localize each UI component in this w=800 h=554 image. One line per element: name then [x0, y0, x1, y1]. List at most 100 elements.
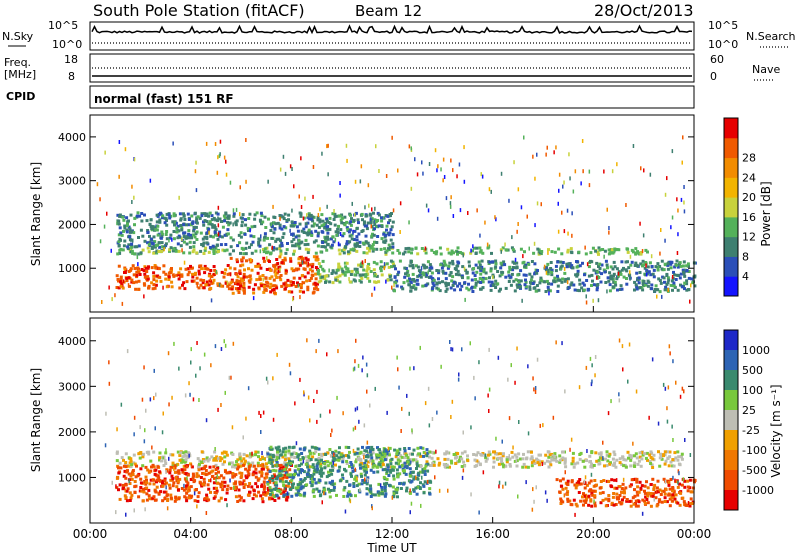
- data-cell-2021: [281, 215, 285, 219]
- data-cell-1856: [643, 484, 647, 488]
- sparse-echo-205: [682, 135, 684, 140]
- data-cell-868: [441, 264, 445, 268]
- data-cell-1575: [405, 486, 409, 490]
- sparse-echo-227: [588, 183, 591, 188]
- data-cell-1275: [494, 259, 498, 263]
- data-cell-420: [177, 277, 181, 281]
- data-cell-353: [130, 463, 134, 467]
- data-cell-905: [168, 471, 172, 475]
- data-cell-1860: [171, 220, 175, 224]
- data-cell-354: [502, 465, 506, 469]
- data-cell-1389: [611, 285, 615, 289]
- data-cell-369: [588, 454, 592, 458]
- sparse-echo-69: [104, 150, 106, 155]
- sparse-echo-141: [276, 352, 278, 357]
- data-cell-1895: [649, 483, 653, 486]
- data-cell-1323: [280, 469, 284, 473]
- data-cell-47: [383, 247, 387, 251]
- data-cell-1057: [189, 485, 193, 489]
- data-cell-1229: [499, 266, 503, 270]
- data-cell-580: [275, 271, 279, 275]
- data-cell-949: [169, 496, 173, 500]
- colorbar-segment-3: [724, 390, 738, 411]
- data-cell-439: [202, 279, 206, 282]
- data-cell-1794: [663, 492, 667, 496]
- sparse-echo-151: [383, 262, 386, 267]
- data-cell-1942: [249, 243, 253, 247]
- data-cell-1633: [268, 470, 272, 473]
- data-cell-867: [642, 284, 645, 288]
- data-cell-513: [414, 458, 418, 462]
- data-cell-775: [372, 268, 376, 272]
- data-cell-1391: [546, 285, 550, 289]
- data-cell-1280: [369, 453, 373, 457]
- data-cell-1248: [522, 260, 526, 264]
- data-cell-1007: [153, 472, 157, 476]
- data-cell-1414: [528, 287, 532, 291]
- data-cell-1109: [363, 462, 367, 465]
- data-cell-443: [572, 465, 576, 469]
- data-cell-689: [365, 269, 369, 273]
- data-cell-1310: [454, 268, 458, 272]
- data-cell-2126: [259, 211, 263, 215]
- data-cell-500: [245, 275, 249, 279]
- data-cell-245: [232, 249, 235, 253]
- data-cell-813: [576, 269, 580, 273]
- sparse-echo-297: [101, 300, 103, 304]
- data-cell-1917: [566, 497, 570, 501]
- data-cell-133: [521, 465, 525, 469]
- data-cell-1166: [317, 447, 321, 451]
- data-cell-432: [238, 457, 242, 461]
- sparse-echo-160: [675, 380, 677, 385]
- data-cell-1974: [361, 241, 365, 245]
- data-cell-991: [128, 482, 132, 485]
- data-cell-574: [298, 289, 302, 293]
- data-cell-563: [198, 459, 202, 463]
- sparse-echo-277: [153, 396, 155, 401]
- sparse-echo-85: [344, 509, 347, 514]
- data-cell-1842: [671, 499, 675, 503]
- data-cell-1091: [210, 475, 214, 479]
- data-cell-777: [240, 482, 244, 486]
- data-cell-333: [143, 272, 147, 276]
- data-cell-892: [474, 278, 478, 281]
- data-cell-457: [513, 459, 517, 463]
- sparse-echo-185: [427, 386, 430, 391]
- data-cell-1364: [337, 458, 341, 462]
- data-cell-1711: [582, 499, 586, 503]
- sparse-echo-249: [233, 485, 235, 490]
- data-cell-100: [510, 246, 514, 250]
- sparse-echo-15: [326, 204, 328, 209]
- data-cell-1147: [412, 458, 416, 462]
- data-cell-179: [638, 455, 642, 459]
- data-cell-1242: [678, 261, 682, 265]
- sparse-echo-8: [664, 238, 666, 243]
- data-cell-1482: [383, 458, 387, 462]
- data-cell-2133: [155, 220, 159, 224]
- sparse-echo-121: [593, 499, 595, 504]
- data-cell-1410: [626, 260, 629, 264]
- data-cell-1284: [396, 495, 399, 499]
- data-cell-408: [132, 281, 136, 285]
- data-cell-556: [473, 458, 477, 462]
- data-cell-668: [142, 490, 146, 494]
- data-cell-1972: [214, 228, 218, 232]
- data-cell-884: [140, 489, 144, 493]
- data-cell-704: [186, 481, 190, 485]
- data-cell-1624: [354, 479, 358, 483]
- sparse-echo-220: [586, 449, 588, 453]
- data-cell-1850: [213, 224, 216, 228]
- data-cell-1982: [297, 234, 301, 238]
- data-cell-222: [407, 246, 411, 250]
- data-cell-559: [247, 267, 250, 271]
- sparse-echo-25: [548, 291, 550, 296]
- data-cell-549: [261, 466, 265, 469]
- data-cell-1070: [191, 476, 195, 480]
- data-cell-77: [203, 248, 207, 252]
- data-cell-590: [460, 465, 464, 468]
- data-cell-502: [239, 277, 243, 281]
- sparse-echo-81: [586, 262, 589, 267]
- data-cell-1966: [293, 244, 297, 248]
- data-cell-55: [356, 458, 360, 461]
